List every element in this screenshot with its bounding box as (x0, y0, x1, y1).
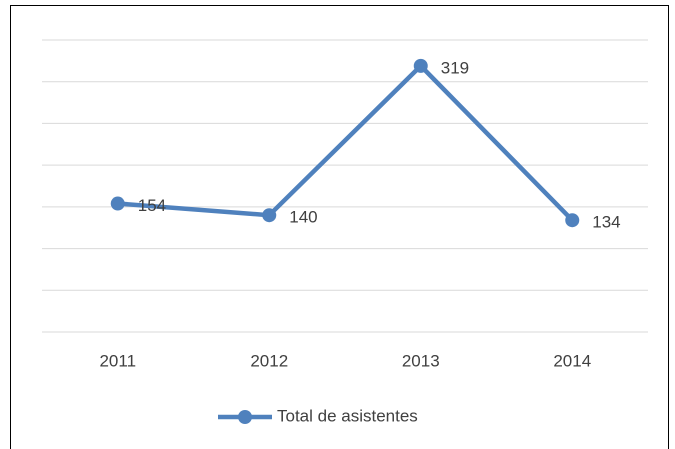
data-point (262, 208, 277, 223)
data-point (413, 58, 428, 73)
data-label: 319 (441, 58, 469, 77)
x-tick-label: 2012 (250, 351, 288, 370)
data-point (110, 196, 125, 211)
x-tick-label: 2013 (402, 351, 440, 370)
legend-label: Total de asistentes (277, 406, 418, 425)
data-label: 140 (289, 208, 317, 227)
x-tick-label: 2014 (553, 351, 591, 370)
data-label: 134 (592, 213, 620, 232)
data-point (565, 213, 580, 228)
legend-marker (238, 410, 252, 424)
series-line (117, 63, 574, 222)
x-tick-label: 2011 (99, 351, 136, 370)
chart-frame (10, 5, 669, 449)
data-label: 154 (138, 196, 166, 215)
